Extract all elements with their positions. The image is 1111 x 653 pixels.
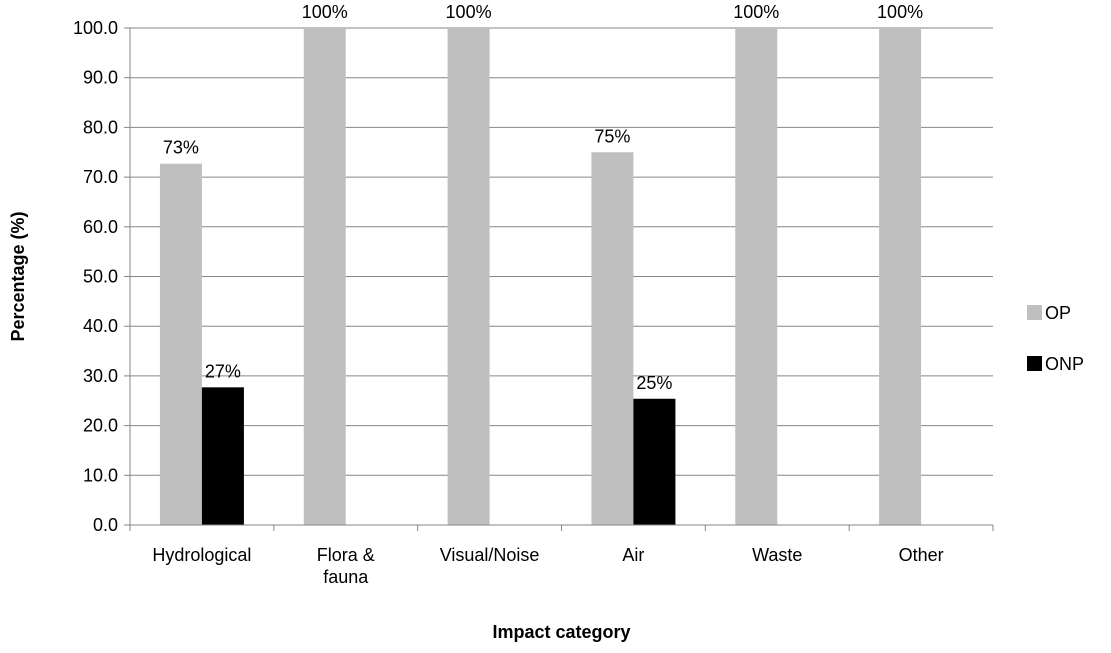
y-tick-label: 50.0 [83,267,118,287]
legend-label-onp: ONP [1045,354,1084,374]
data-label-op: 73% [163,138,199,158]
bar-op [159,163,202,525]
x-tick-label: Flora & fauna [317,545,375,587]
y-tick-label: 10.0 [83,465,118,485]
legend-swatch-op [1027,305,1042,320]
legend-label-op: OP [1045,303,1071,323]
x-tick-label: Other [899,545,944,565]
bar-op [735,28,778,525]
bar-op [879,28,922,525]
y-tick-label: 70.0 [83,167,118,187]
bar-onp [633,398,676,525]
y-tick-label: 80.0 [83,117,118,137]
gridlines [130,27,993,476]
bars [159,28,922,525]
y-tick-label: 0.0 [93,515,118,535]
data-label-onp: 27% [205,361,241,381]
data-label-op: 100% [733,2,779,22]
bar-op [447,28,490,525]
bar-op [303,28,346,525]
bar-onp [201,387,244,525]
legend-swatch-onp [1027,356,1042,371]
y-tick-label: 100.0 [73,18,118,38]
x-tick-label: Hydrological [152,545,251,565]
bar-op [591,152,634,525]
x-tick-label: Visual/Noise [440,545,540,565]
x-tick-label: Waste [752,545,802,565]
data-labels: 73% 27% 100% 100% 75% 25% 100% 100% [163,2,923,393]
data-label-op: 100% [302,2,348,22]
data-label-op: 75% [594,126,630,146]
x-axis-title: Impact category [492,622,630,642]
data-label-op: 100% [446,2,492,22]
y-tick-label: 60.0 [83,217,118,237]
data-label-onp: 25% [636,373,672,393]
y-tick-label: 90.0 [83,68,118,88]
x-tick-label: Air [622,545,644,565]
y-tick-label: 20.0 [83,416,118,436]
data-label-op: 100% [877,2,923,22]
y-tick-label: 30.0 [83,366,118,386]
legend: OP ONP [1027,303,1084,374]
y-tick-label: 40.0 [83,316,118,336]
y-axis-title: Percentage (%) [8,211,28,341]
axes: 0.0 10.0 20.0 30.0 40.0 50.0 60.0 70.0 80.0 90.0 1… [73,18,994,587]
